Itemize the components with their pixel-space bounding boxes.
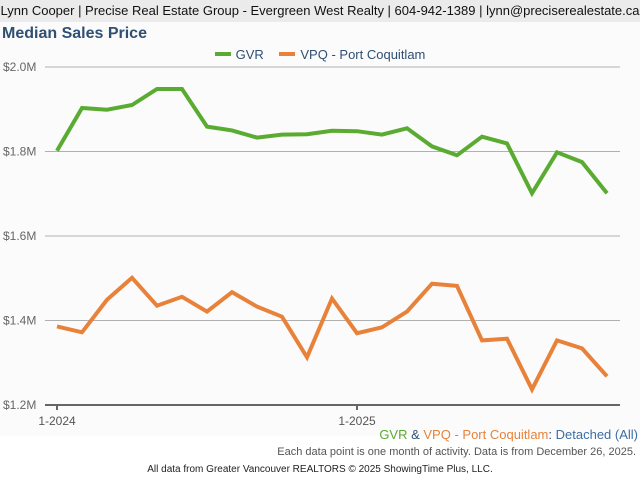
chart-subtitle: GVR & VPQ - Port Coquitlam: Detached (Al… bbox=[379, 427, 638, 442]
subtitle-vpq: VPQ - Port Coquitlam bbox=[423, 427, 549, 442]
subtitle-gvr: GVR bbox=[379, 427, 408, 442]
legend-label-vpq: VPQ - Port Coquitlam bbox=[300, 46, 426, 62]
legend-item-vpq[interactable]: VPQ - Port Coquitlam bbox=[279, 47, 425, 62]
data-source: All data from Greater Vancouver REALTORS… bbox=[147, 464, 493, 475]
y-tick-label: $1.6M bbox=[3, 229, 36, 243]
legend-label-gvr: GVR bbox=[235, 46, 264, 62]
x-axis: 1-2024 1-2025 bbox=[38, 405, 376, 428]
y-tick-label: $1.8M bbox=[3, 145, 36, 159]
y-tick-label: $2.0M bbox=[3, 60, 36, 74]
legend-swatch-vpq bbox=[279, 52, 296, 56]
subtitle-type: Detached (All) bbox=[555, 427, 638, 442]
data-note: Each data point is one month of activity… bbox=[277, 446, 636, 458]
chart-panel bbox=[0, 22, 640, 436]
agent-contact-header: Lynn Cooper | Precise Real Estate Group … bbox=[0, 0, 640, 22]
series-line-vpq bbox=[56, 274, 609, 394]
legend-swatch-gvr bbox=[214, 52, 231, 56]
subtitle-amp: & bbox=[407, 427, 424, 442]
header-text: Lynn Cooper | Precise Real Estate Group … bbox=[0, 3, 640, 18]
subtitle-colon: : bbox=[548, 427, 556, 442]
gridlines bbox=[45, 66, 620, 406]
chart-title: Median Sales Price bbox=[2, 25, 147, 42]
chart-legend: GVR VPQ - Port Coquitlam bbox=[0, 44, 640, 62]
series-lines bbox=[55, 87, 609, 394]
legend-item-gvr[interactable]: GVR bbox=[214, 46, 264, 62]
series-line-gvr bbox=[55, 87, 609, 198]
x-tick-label: 1-2024 bbox=[38, 414, 76, 428]
y-tick-label: $1.4M bbox=[3, 314, 36, 328]
y-axis: $1.2M $1.4M $1.6M $1.8M $2.0M bbox=[3, 60, 36, 412]
y-tick-label: $1.2M bbox=[3, 398, 36, 412]
x-tick-label: 1-2025 bbox=[338, 414, 376, 428]
